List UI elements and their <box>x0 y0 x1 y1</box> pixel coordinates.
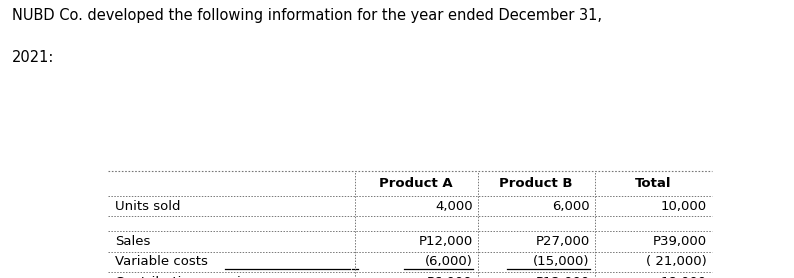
Text: 18,000: 18,000 <box>661 276 707 278</box>
Text: (6,000): (6,000) <box>425 255 472 268</box>
Text: P6,000: P6,000 <box>427 276 472 278</box>
Text: 10,000: 10,000 <box>661 200 707 213</box>
Text: P27,000: P27,000 <box>535 235 590 248</box>
Text: Contribution margin: Contribution margin <box>114 276 249 278</box>
Text: ( 21,000): ( 21,000) <box>646 255 707 268</box>
Text: 4,000: 4,000 <box>435 200 472 213</box>
Text: Variable costs: Variable costs <box>114 255 207 268</box>
Text: P12,000: P12,000 <box>418 235 472 248</box>
Text: 2021:: 2021: <box>12 50 54 65</box>
Text: NUBD Co. developed the following information for the year ended December 31,: NUBD Co. developed the following informa… <box>12 8 602 23</box>
Text: P12,000: P12,000 <box>535 276 590 278</box>
Text: 6,000: 6,000 <box>552 200 590 213</box>
Text: Units sold: Units sold <box>114 200 180 213</box>
Text: P39,000: P39,000 <box>653 235 707 248</box>
Text: Product B: Product B <box>499 177 573 190</box>
Text: (15,000): (15,000) <box>534 255 590 268</box>
Text: Sales: Sales <box>114 235 150 248</box>
Text: Product A: Product A <box>380 177 453 190</box>
Text: Total: Total <box>635 177 671 190</box>
